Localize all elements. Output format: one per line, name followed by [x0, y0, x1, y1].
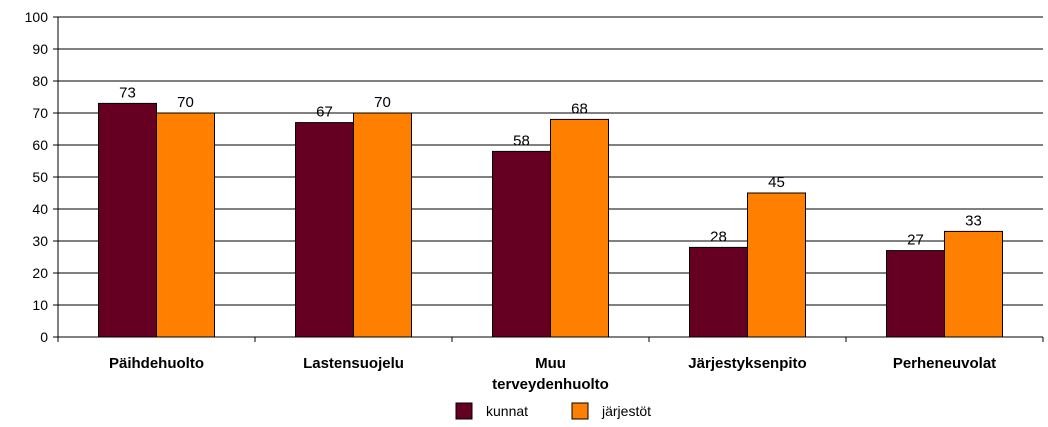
data-label: 58: [513, 132, 530, 149]
y-tick-label: 20: [32, 265, 48, 281]
y-tick-label: 40: [32, 201, 48, 217]
bar-järjestöt-2: [550, 118, 609, 338]
bar-järjestöt-3: [747, 192, 806, 338]
legend-label: järjestöt: [601, 403, 651, 419]
y-axis: 0 10 20 30 40 50 60 70 80 90 100: [25, 9, 59, 345]
bar-kunnat-4: [886, 250, 945, 338]
bars: [98, 102, 1003, 338]
data-label: 33: [965, 212, 982, 229]
x-tick-label: terveydenhuolto: [492, 376, 609, 393]
data-label: 70: [374, 94, 391, 111]
y-tick-label: 50: [32, 169, 48, 185]
bar-kunnat-2: [492, 150, 551, 338]
legend-swatch-järjestöt: [571, 402, 589, 420]
x-axis: Päihdehuolto Lastensuojelu Muu terveydenhuo…: [57, 336, 1044, 393]
data-label: 67: [316, 104, 333, 121]
x-tick-label: Järjestyksenpito: [688, 355, 806, 372]
y-tick-label: 80: [32, 73, 48, 89]
bar-kunnat-0: [98, 102, 157, 338]
data-labels: 73 70 67 70 58 68 28 45 27 33: [119, 84, 982, 248]
data-label: 68: [571, 100, 588, 117]
y-tick-label: 30: [32, 233, 48, 249]
data-label: 45: [768, 174, 785, 191]
y-tick-label: 100: [25, 9, 49, 25]
bar-kunnat-3: [689, 246, 748, 338]
y-tick-label: 90: [32, 41, 48, 57]
legend-swatch-kunnat: [455, 402, 473, 420]
legend-label: kunnat: [486, 403, 528, 419]
x-tick-label: Perheneuvolat: [893, 355, 996, 372]
data-label: 70: [177, 94, 194, 111]
data-label: 27: [907, 232, 924, 249]
y-tick-label: 10: [32, 297, 48, 313]
x-tick-label: Lastensuojelu: [303, 355, 404, 372]
y-tick-label: 60: [32, 137, 48, 153]
y-tick-label: 0: [40, 329, 48, 345]
x-tick-label: Muu: [535, 355, 566, 372]
bar-järjestöt-1: [353, 112, 412, 338]
y-tick-label: 70: [32, 105, 48, 121]
data-label: 73: [119, 84, 136, 101]
data-label: 28: [710, 228, 727, 245]
bar-järjestöt-0: [156, 112, 215, 338]
legend: kunnat järjestöt: [455, 402, 651, 420]
x-tick-label: Päihdehuolto: [109, 355, 204, 372]
bar-järjestöt-4: [944, 230, 1003, 338]
bar-kunnat-1: [295, 122, 354, 338]
